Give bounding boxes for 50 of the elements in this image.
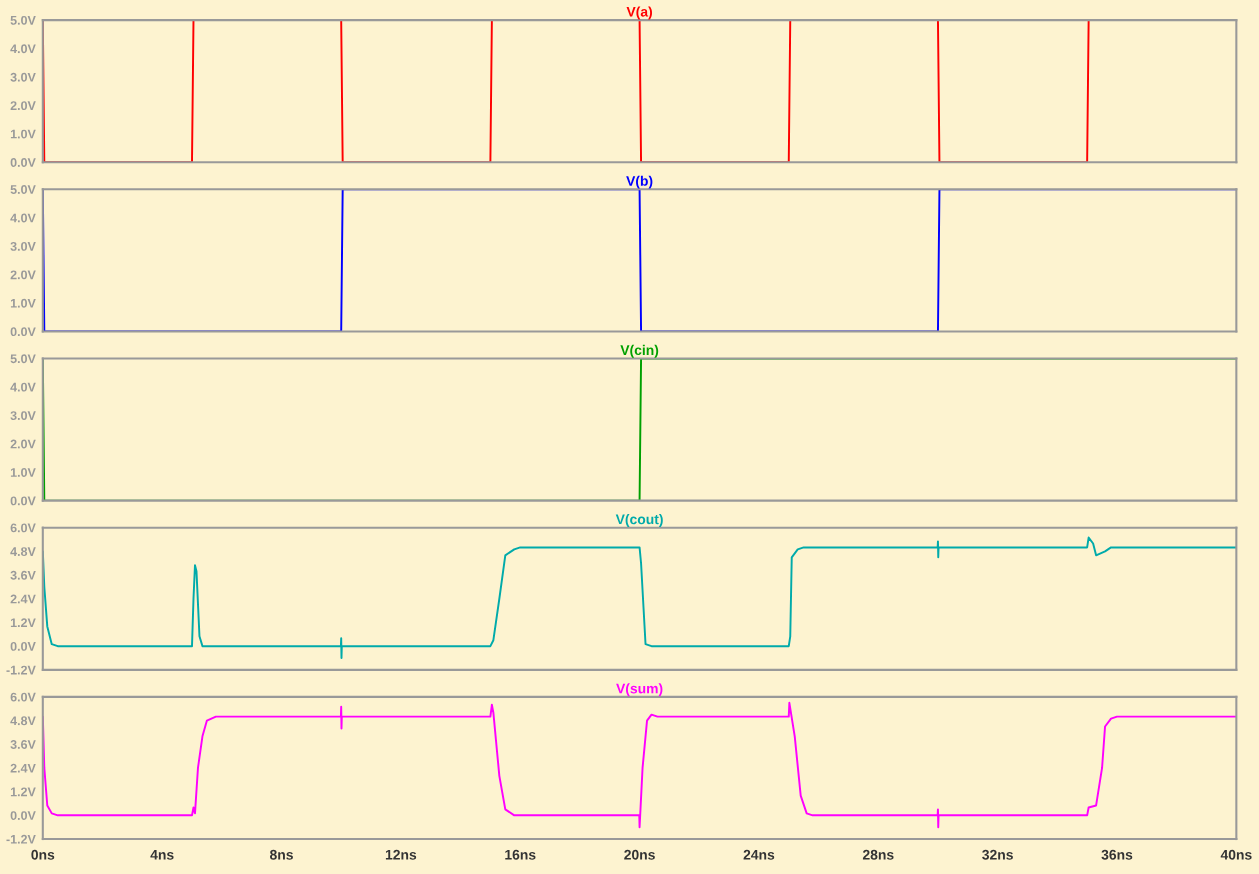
y-tick-label: 3.6V xyxy=(10,570,36,580)
x-tick-label: 32ns xyxy=(982,849,1013,860)
y-tick-label: 4.0V xyxy=(10,213,36,223)
y-tick-label: 2.0V xyxy=(10,439,36,449)
y-tick-label: 2.4V xyxy=(10,763,36,773)
y-tick-label: 4.0V xyxy=(10,382,36,392)
x-tick-label: 36ns xyxy=(1101,849,1133,860)
y-tick-label: 1.2V xyxy=(10,787,36,797)
x-tick-label: 0ns xyxy=(31,849,55,860)
series-label: V(sum) xyxy=(616,683,663,697)
y-tick-label: 3.0V xyxy=(10,72,36,82)
line-series xyxy=(42,536,1237,659)
y-tick-label: 3.0V xyxy=(10,241,36,251)
y-tick-label: 4.0V xyxy=(10,44,36,54)
y-tick-label: 1.0V xyxy=(10,129,36,139)
y-tick-label: 1.2V xyxy=(10,618,36,627)
y-tick-label: 5.0V xyxy=(10,354,36,364)
y-tick-label: 2.4V xyxy=(10,594,36,604)
series-label: V(a) xyxy=(626,6,652,20)
y-tick-label: 1.0V xyxy=(10,468,36,477)
y-tick-label: 5.0V xyxy=(10,15,36,25)
y-tick-label: -1.2V xyxy=(6,665,36,675)
x-tick-label: 28ns xyxy=(862,849,894,860)
x-tick-label: 12ns xyxy=(385,849,417,860)
series-label: V(cout) xyxy=(615,514,663,527)
y-tick-label: 2.0V xyxy=(10,270,36,280)
y-tick-label: 3.6V xyxy=(10,740,36,749)
x-tick-label: 24ns xyxy=(743,849,775,860)
x-tick-label: 4ns xyxy=(150,849,174,860)
y-tick-label: 4.8V xyxy=(10,547,36,557)
x-tick-label: 40ns xyxy=(1220,849,1252,860)
x-tick-label: 16ns xyxy=(505,849,536,860)
y-tick-label: 4.8V xyxy=(10,716,36,726)
y-tick-label: -1.2V xyxy=(6,834,36,844)
y-tick-label: 1.0V xyxy=(10,298,36,308)
series-label: V(b) xyxy=(626,175,653,189)
x-tick-label: 8ns xyxy=(269,849,293,860)
y-tick-label: 6.0V xyxy=(10,523,36,533)
y-tick-label: 0.0V xyxy=(10,158,36,167)
y-tick-label: 5.0V xyxy=(10,185,36,194)
line-series xyxy=(42,701,1237,829)
y-tick-label: 0.0V xyxy=(10,641,36,651)
y-tick-label: 0.0V xyxy=(10,811,36,820)
y-tick-label: 2.0V xyxy=(10,101,36,111)
y-tick-label: 3.0V xyxy=(10,411,36,421)
y-tick-label: 0.0V xyxy=(10,496,36,506)
series-label: V(cin) xyxy=(620,344,659,358)
x-tick-label: 20ns xyxy=(624,849,655,860)
y-tick-label: 6.0V xyxy=(10,692,36,702)
y-tick-label: 0.0V xyxy=(10,327,36,337)
